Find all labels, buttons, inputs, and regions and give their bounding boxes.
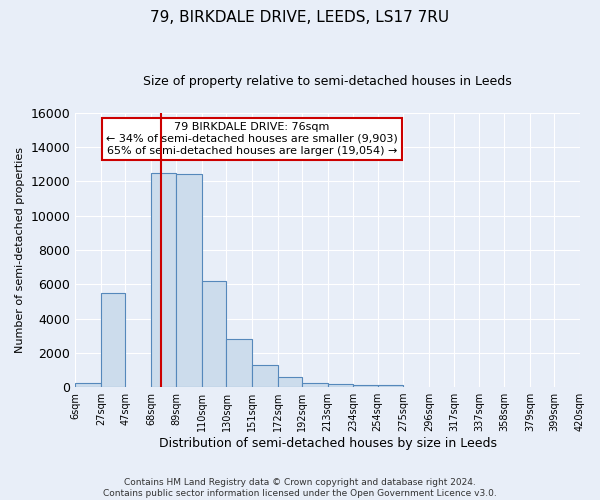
Bar <box>278 377 302 387</box>
Bar <box>75 383 101 387</box>
Bar <box>176 174 202 387</box>
Y-axis label: Number of semi-detached properties: Number of semi-detached properties <box>15 147 25 353</box>
Bar <box>252 365 278 387</box>
Text: 79, BIRKDALE DRIVE, LEEDS, LS17 7RU: 79, BIRKDALE DRIVE, LEEDS, LS17 7RU <box>151 10 449 25</box>
Text: Contains HM Land Registry data © Crown copyright and database right 2024.
Contai: Contains HM Land Registry data © Crown c… <box>103 478 497 498</box>
X-axis label: Distribution of semi-detached houses by size in Leeds: Distribution of semi-detached houses by … <box>158 437 497 450</box>
Bar <box>202 281 226 387</box>
Bar <box>151 173 176 387</box>
Bar <box>101 293 125 387</box>
Text: 79 BIRKDALE DRIVE: 76sqm
← 34% of semi-detached houses are smaller (9,903)
65% o: 79 BIRKDALE DRIVE: 76sqm ← 34% of semi-d… <box>106 122 398 156</box>
Title: Size of property relative to semi-detached houses in Leeds: Size of property relative to semi-detach… <box>143 75 512 88</box>
Bar <box>226 339 252 387</box>
Bar <box>328 384 353 387</box>
Bar <box>353 384 377 387</box>
Bar <box>302 383 328 387</box>
Bar <box>377 386 403 387</box>
